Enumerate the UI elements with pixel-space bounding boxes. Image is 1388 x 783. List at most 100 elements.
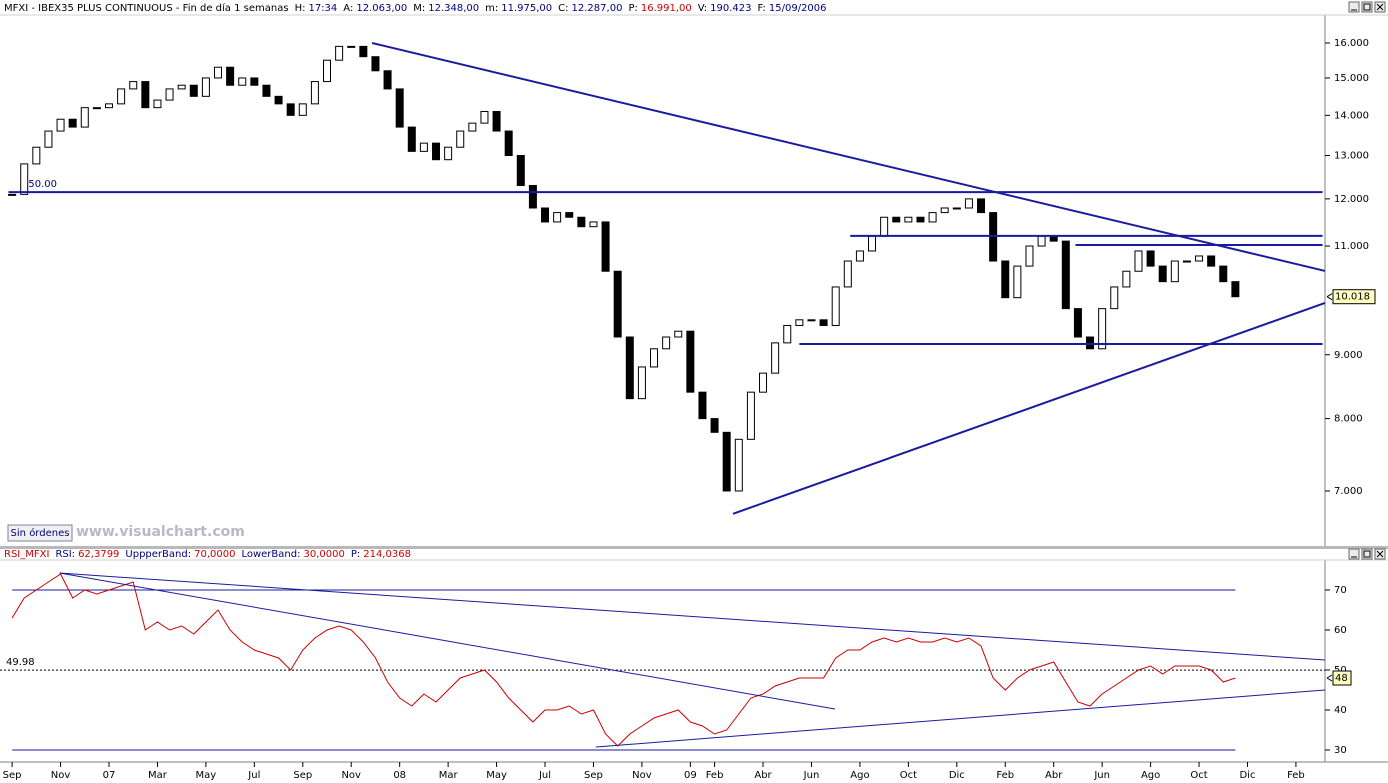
candle [528,185,537,209]
candle [964,198,973,209]
candle [831,286,840,326]
candle [977,198,986,214]
stat-value: 30,0000 [303,549,344,560]
candle [1037,235,1046,247]
candle [129,81,138,90]
x-tick-label: Dic [1239,770,1255,781]
trend-line [59,572,836,710]
candle [819,319,828,326]
candle [504,130,513,157]
x-tick-label: Jul [247,770,260,781]
last-value-box [1332,670,1352,686]
candle [855,250,864,262]
stat-label: V: [698,3,707,14]
candle [577,216,586,228]
candle [153,99,162,109]
minimize-button[interactable] [1348,1,1360,13]
x-tick-label: May [196,770,217,781]
reference-label: 49.98 [6,657,35,668]
stat-value: 16.991,00 [641,3,692,14]
candle [32,146,41,165]
candle [238,77,247,86]
y-tick-label: 12.000 [1334,194,1369,205]
candle [359,45,368,58]
candle [117,88,126,105]
candle [759,372,768,393]
x-tick-label: 07 [103,770,116,781]
y-tick-label: 60 [1334,625,1347,636]
panel-header: RSI_MFXI RSI: 62,3799 UppperBand: 70,0000 Low… [4,549,411,560]
candle [214,66,223,79]
maximize-button[interactable] [1361,1,1373,13]
last-value-pointer [1326,293,1333,301]
candle [201,77,210,97]
candle [250,77,259,86]
x-tick-label: Feb [1287,770,1305,781]
window-buttons[interactable] [1348,1,1386,13]
stat-value: 12.348,00 [428,3,479,14]
candle [516,155,525,187]
candle [8,193,17,196]
candle [734,438,743,492]
x-tick-label: May [486,770,507,781]
stat-label: A: [343,3,353,14]
candle [952,207,961,210]
candle [20,163,29,195]
y-tick-label: 9.000 [1334,350,1363,361]
candle [1110,286,1119,310]
orders-button-label[interactable]: Sin órdenes [11,527,70,539]
candle [722,431,731,492]
x-tick-label: 09 [684,770,697,781]
x-tick-label: Ago [850,770,869,781]
x-tick-label: 08 [393,770,406,781]
stat-value: 17:34 [308,3,337,14]
x-tick-label: Jun [803,770,820,781]
x-tick-label: Ago [1141,770,1160,781]
candle [868,235,877,252]
y-tick-label: 8.000 [1334,414,1363,425]
candle [589,221,598,228]
candle [1146,250,1155,267]
stat-label: H: [295,3,306,14]
stat-value: 62,3799 [78,549,119,560]
window-buttons[interactable] [1348,548,1386,560]
candle [1219,265,1228,283]
candle [165,88,174,101]
stat-label: LowerBand: [241,549,300,560]
stat-label: P: [628,3,637,14]
candle [335,45,344,61]
candle [916,216,925,223]
x-tick-label: Nov [51,770,71,781]
candle [843,260,852,288]
watermark: www.visualchart.com [76,524,245,540]
candle [395,88,404,128]
stat-label: UppperBand: [125,549,191,560]
candle [1231,281,1240,298]
candle [613,270,622,338]
candle [44,130,53,148]
minimize-button[interactable] [1348,548,1360,560]
candle [1013,265,1022,299]
x-tick-label: Sep [3,770,22,781]
candle [1025,245,1034,267]
maximize-button[interactable] [1361,548,1373,560]
last-value-label: 48 [1335,673,1348,684]
candle [383,70,392,90]
stat-value: 214,0368 [363,549,411,560]
candle [1170,260,1179,283]
x-tick-label: Abr [1045,770,1063,781]
candle [1195,255,1204,262]
close-icon [1376,3,1384,11]
y-tick-label: 40 [1334,705,1347,716]
candle [262,84,271,97]
candle [880,216,889,237]
x-tick-label: Nov [341,770,361,781]
rsi-line [11,573,1236,747]
last-value-box [1332,289,1376,305]
candle [1182,260,1191,263]
orders-button[interactable] [7,524,73,542]
candle [940,207,949,214]
candle [456,130,465,148]
x-tick-label: Feb [996,770,1014,781]
